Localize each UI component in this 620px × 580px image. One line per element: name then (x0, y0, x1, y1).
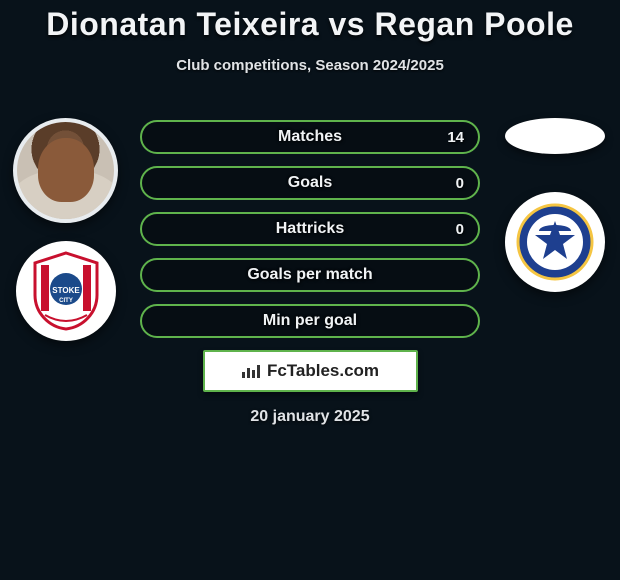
stat-row-hattricks: Hattricks 0 (140, 212, 480, 246)
stoke-city-badge-icon: STOKE CITY (31, 251, 101, 331)
stat-label: Matches (142, 128, 478, 146)
stat-right-value: 14 (447, 129, 464, 146)
stat-right-value: 0 (456, 175, 464, 192)
stat-label: Hattricks (142, 220, 478, 238)
chart-icon (241, 363, 261, 379)
page-title: Dionatan Teixeira vs Regan Poole (0, 0, 620, 43)
brand-attribution: FcTables.com (203, 350, 418, 392)
stat-row-goals-per-match: Goals per match (140, 258, 480, 292)
player1-club-badge: STOKE CITY (16, 241, 116, 341)
stats-panel: Matches 14 Goals 0 Hattricks 0 Goals per… (140, 120, 480, 392)
player2-club-badge (505, 192, 605, 292)
player1-avatar (13, 118, 118, 223)
stat-label: Goals per match (142, 266, 478, 284)
stat-row-min-per-goal: Min per goal (140, 304, 480, 338)
left-player-column: STOKE CITY (8, 118, 123, 341)
stat-row-goals: Goals 0 (140, 166, 480, 200)
stat-label: Goals (142, 174, 478, 192)
stat-row-matches: Matches 14 (140, 120, 480, 154)
player2-avatar-placeholder (505, 118, 605, 154)
portsmouth-badge-icon (516, 203, 594, 281)
date-label: 20 january 2025 (0, 408, 620, 426)
svg-text:STOKE: STOKE (52, 286, 80, 295)
stat-label: Min per goal (142, 312, 478, 330)
right-player-column (497, 118, 612, 292)
brand-label: FcTables.com (267, 361, 379, 381)
subtitle: Club competitions, Season 2024/2025 (0, 57, 620, 74)
stat-right-value: 0 (456, 221, 464, 238)
svg-text:CITY: CITY (59, 298, 73, 304)
